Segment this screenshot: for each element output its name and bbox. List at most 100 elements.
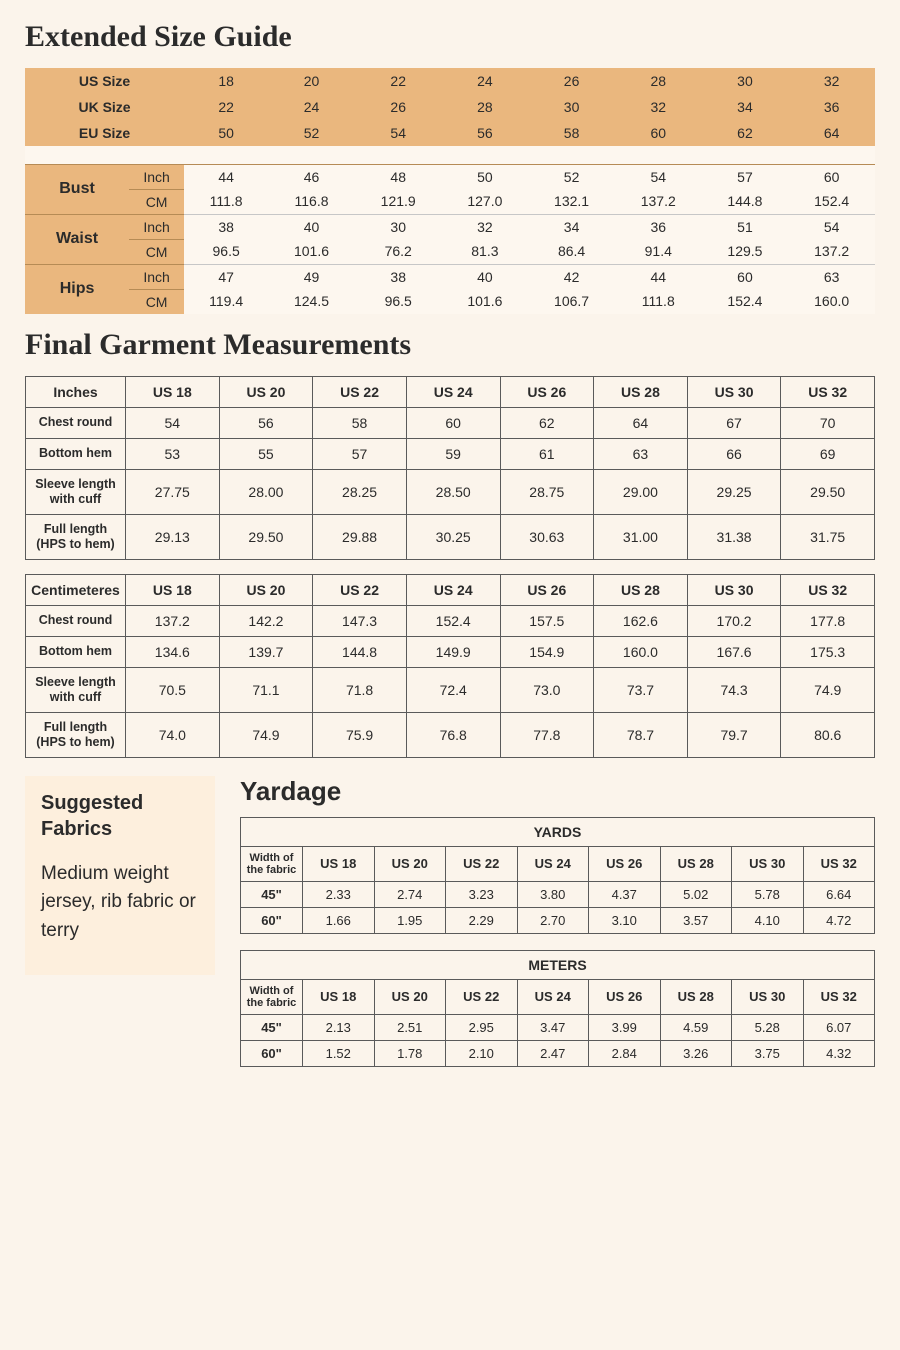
width-value: 60" [241, 907, 303, 933]
size-header: US 28 [660, 846, 732, 881]
garment-cell: 167.6 [687, 636, 781, 667]
yardage-cell: 1.66 [303, 907, 375, 933]
yardage-cell: 3.57 [660, 907, 732, 933]
measure-cell: 119.4 [184, 289, 268, 314]
size-header: US 22 [446, 979, 518, 1014]
width-value: 60" [241, 1040, 303, 1066]
yardage-cell: 3.99 [589, 1014, 661, 1040]
yardage-cell: 3.47 [517, 1014, 589, 1040]
size-cell: 64 [788, 120, 875, 146]
size-header: US 30 [732, 846, 804, 881]
garment-cell: 149.9 [406, 636, 500, 667]
size-cell: 36 [788, 94, 875, 120]
garment-cell: 80.6 [781, 712, 875, 757]
size-header: US 30 [732, 979, 804, 1014]
measure-cell: 152.4 [788, 189, 875, 214]
unit-label: Inch [129, 164, 184, 189]
size-cell: 58 [528, 120, 615, 146]
garment-cell: 76.8 [406, 712, 500, 757]
garment-cell: 31.38 [687, 514, 781, 559]
garment-cell: 31.75 [781, 514, 875, 559]
garment-cell: 28.75 [500, 469, 594, 514]
row-label: Full length (HPS to hem) [26, 514, 126, 559]
yardage-cell: 3.80 [517, 881, 589, 907]
unit-label: Inch [129, 214, 184, 239]
measure-cell: 42 [528, 264, 615, 289]
size-header: US 20 [219, 574, 313, 605]
size-header: US 32 [781, 574, 875, 605]
yardage-cell: 2.29 [446, 907, 518, 933]
size-label: EU Size [25, 120, 184, 146]
garment-cell: 175.3 [781, 636, 875, 667]
size-header: US 24 [406, 376, 500, 407]
measure-cell: 50 [442, 164, 529, 189]
measure-cell: 44 [615, 264, 702, 289]
garment-cell: 28.25 [313, 469, 407, 514]
size-cell: 50 [184, 120, 268, 146]
yardage-table-yards: YARDSWidth of the fabricUS 18US 20US 22U… [240, 817, 875, 934]
garment-cell: 62 [500, 407, 594, 438]
yardage-cell: 6.07 [803, 1014, 875, 1040]
garment-cell: 144.8 [313, 636, 407, 667]
garment-cell: 74.9 [219, 712, 313, 757]
measure-cell: 54 [788, 214, 875, 239]
size-header: US 24 [406, 574, 500, 605]
garment-cell: 73.7 [594, 667, 688, 712]
measure-cell: 86.4 [528, 239, 615, 264]
garment-cell: 70.5 [126, 667, 220, 712]
size-cell: 30 [528, 94, 615, 120]
yardage-cell: 4.72 [803, 907, 875, 933]
garment-cell: 55 [219, 438, 313, 469]
row-label: Chest round [26, 605, 126, 636]
garment-cell: 29.00 [594, 469, 688, 514]
size-header: US 20 [374, 846, 446, 881]
garment-cell: 28.00 [219, 469, 313, 514]
measure-cell: 40 [268, 214, 355, 239]
garment-cell: 57 [313, 438, 407, 469]
size-header: US 26 [589, 979, 661, 1014]
size-cell: 18 [184, 68, 268, 94]
measure-cell: 60 [788, 164, 875, 189]
size-header: US 18 [303, 979, 375, 1014]
garment-cell: 58 [313, 407, 407, 438]
garment-cell: 30.63 [500, 514, 594, 559]
measure-cell: 34 [528, 214, 615, 239]
size-cell: 22 [184, 94, 268, 120]
garment-cell: 134.6 [126, 636, 220, 667]
size-cell: 54 [355, 120, 442, 146]
garment-table-centimeteres: CentimeteresUS 18US 20US 22US 24US 26US … [25, 574, 875, 758]
garment-cell: 152.4 [406, 605, 500, 636]
size-cell: 24 [442, 68, 529, 94]
size-header: US 22 [446, 846, 518, 881]
garment-cell: 29.88 [313, 514, 407, 559]
measure-cell: 60 [702, 264, 789, 289]
measure-cell: 111.8 [615, 289, 702, 314]
garment-cell: 147.3 [313, 605, 407, 636]
size-header: US 32 [803, 979, 875, 1014]
size-header: US 24 [517, 979, 589, 1014]
garment-cell: 29.25 [687, 469, 781, 514]
size-cell: 26 [355, 94, 442, 120]
garment-cell: 66 [687, 438, 781, 469]
measure-cell: 127.0 [442, 189, 529, 214]
fabrics-text: Medium weight jersey, rib fabric or terr… [41, 860, 199, 946]
yardage-cell: 2.51 [374, 1014, 446, 1040]
size-cell: 24 [268, 94, 355, 120]
garment-cell: 63 [594, 438, 688, 469]
size-label: UK Size [25, 94, 184, 120]
measure-cell: 38 [355, 264, 442, 289]
yardage-cell: 2.10 [446, 1040, 518, 1066]
yardage-cell: 2.74 [374, 881, 446, 907]
yardage-cell: 4.59 [660, 1014, 732, 1040]
yardage-cell: 4.37 [589, 881, 661, 907]
yardage-cell: 1.95 [374, 907, 446, 933]
unit-header: Centimeteres [26, 574, 126, 605]
unit-header: Inches [26, 376, 126, 407]
measure-cell: 160.0 [788, 289, 875, 314]
garment-title: Final Garment Measurements [25, 328, 875, 362]
yardage-title: Yardage [240, 776, 875, 807]
measure-cell: 76.2 [355, 239, 442, 264]
measure-cell: 48 [355, 164, 442, 189]
body-part-label: Bust [25, 164, 129, 214]
size-header: US 30 [687, 574, 781, 605]
